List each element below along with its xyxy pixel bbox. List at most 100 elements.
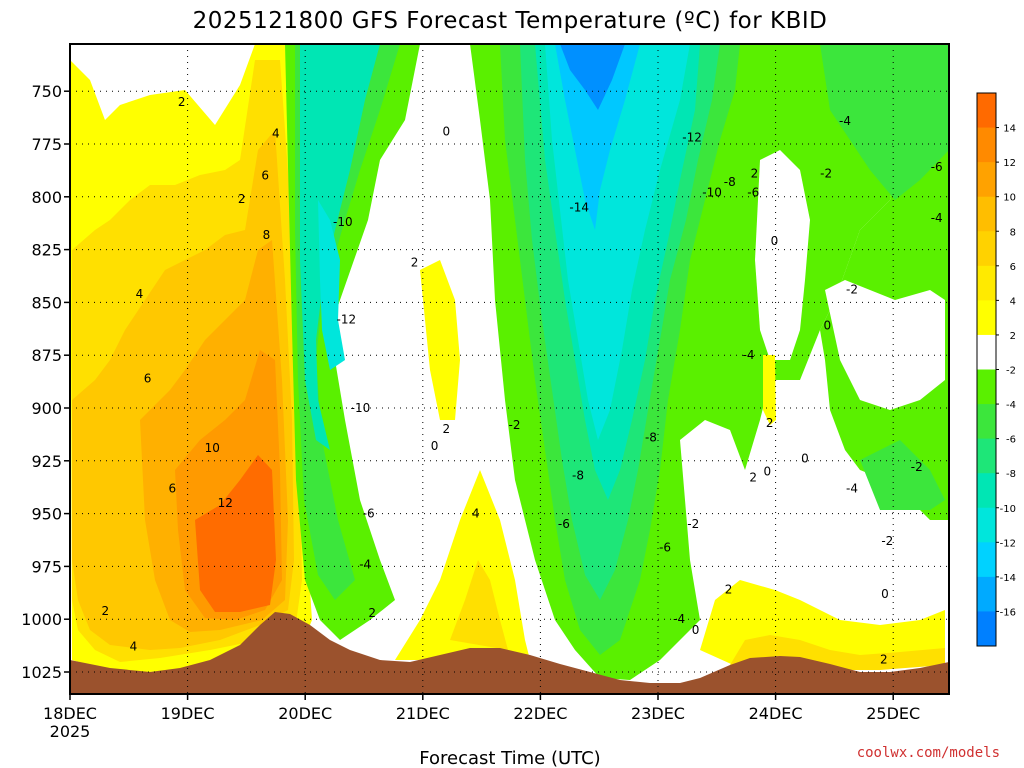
y-tick-label: 975: [31, 557, 62, 576]
cold-region-10: [300, 44, 380, 450]
contour-label: -12: [337, 312, 357, 326]
colorbar: 14 12 10 8 6 4 2 -2 -4 -6 -8 -10 -12 -14 -16: [976, 92, 1016, 647]
warm-region-12: [195, 455, 276, 612]
y-tick-label: 850: [31, 293, 62, 312]
colorbar-swatch: [977, 265, 996, 301]
y-tick-label: 1000: [21, 610, 62, 629]
contour-label: 2: [238, 192, 246, 206]
x-tick-label: 22DEC: [513, 704, 567, 723]
contour-label: -8: [645, 431, 657, 445]
x-tick-label: 18DEC: [43, 704, 97, 723]
y-axis: 750 775 800 825 850 875 900 925 950 975 1000 1025: [21, 82, 70, 682]
contour-label: 2: [766, 416, 774, 430]
y-tick-label: 925: [31, 452, 62, 471]
colorbar-label: -10: [1000, 504, 1016, 515]
contour-labels: 24628461061224-10-12-10-6-420220-24-14-1…: [101, 95, 942, 667]
colorbar-swatch: [977, 404, 996, 440]
colorbar-swatch: [977, 196, 996, 232]
contour-label: -4: [839, 114, 851, 128]
x-tick-label: 19DEC: [161, 704, 215, 723]
contour-label: 0: [764, 464, 772, 478]
x-tick-sublabel: 2025: [50, 722, 91, 741]
contour-label: -14: [569, 200, 589, 214]
contour-label: 8: [263, 228, 271, 242]
colorbar-swatch: [977, 473, 996, 509]
colorbar-swatch: [977, 576, 996, 612]
y-tick-label: 750: [31, 82, 62, 101]
colorbar-swatch: [977, 369, 996, 405]
y-tick-label: 825: [31, 241, 62, 260]
colorbar-label: -4: [1006, 400, 1016, 411]
contour-label: -12: [682, 131, 702, 145]
contour-label: -10: [351, 401, 371, 415]
contour-label: -2: [881, 534, 893, 548]
contour-label: 6: [168, 481, 176, 495]
cold-region-12: [318, 200, 345, 370]
contour-label: -6: [659, 540, 671, 554]
x-tick-label: 23DEC: [631, 704, 685, 723]
contour-label: -8: [724, 175, 736, 189]
x-tick-label: 25DEC: [866, 704, 920, 723]
contour-label: -2: [687, 517, 699, 531]
contour-label: 0: [881, 587, 889, 601]
contour-label: -10: [333, 215, 353, 229]
credit-link[interactable]: coolwx.com/models: [857, 745, 1000, 761]
contour-label: 0: [824, 319, 832, 333]
colorbar-label: 2: [1010, 331, 1016, 342]
y-tick-label: 900: [31, 399, 62, 418]
colorbar-swatch: [977, 162, 996, 198]
colorbar-label: -12: [1000, 538, 1016, 549]
colorbar-label: 8: [1010, 227, 1016, 238]
contour-label: -6: [747, 186, 759, 200]
terrain: [70, 612, 949, 694]
colorbar-swatch: [977, 611, 996, 647]
cold-region-east-4: [820, 44, 949, 200]
colorbar-label: 6: [1010, 262, 1016, 273]
contour-label: 0: [692, 623, 700, 637]
contour-label: -10: [702, 186, 722, 200]
warm-pocket-1: [420, 260, 460, 420]
contour-label: -4: [846, 481, 858, 495]
contour-label: 10: [205, 441, 220, 455]
x-tick-label: 21DEC: [396, 704, 450, 723]
contour-label: -4: [359, 557, 371, 571]
gridlines: [70, 44, 949, 694]
colorbar-swatch: [977, 231, 996, 267]
contour-label: 2: [880, 652, 888, 666]
x-axis-label: Forecast Time (UTC): [419, 748, 600, 768]
y-tick-label: 1025: [21, 663, 62, 682]
colorbar-label: 14: [1003, 124, 1016, 135]
contour-label: 2: [751, 167, 759, 181]
y-tick-label: 775: [31, 135, 62, 154]
x-tick-label: 20DEC: [278, 704, 332, 723]
contour-label: 2: [725, 583, 733, 597]
contour-label: 4: [272, 126, 280, 140]
contour-label: 2: [749, 471, 757, 485]
contour-label: -4: [743, 348, 755, 362]
contour-label: -2: [820, 167, 832, 181]
contour-label: -2: [846, 283, 858, 297]
contour-label: 4: [136, 287, 144, 301]
y-tick-label: 875: [31, 346, 62, 365]
colorbar-swatch: [977, 507, 996, 543]
contour-label: 4: [472, 507, 480, 521]
contour-label: 0: [771, 234, 779, 248]
cold-region-main-16: [560, 44, 625, 110]
colorbar-label: -6: [1006, 435, 1016, 446]
y-tick-label: 950: [31, 505, 62, 524]
contour-label: 2: [101, 604, 109, 618]
colorbar-label: -8: [1006, 469, 1016, 480]
chart-title: 2025121800 GFS Forecast Temperature (ºC)…: [193, 8, 828, 34]
warm-pocket-3: [450, 560, 508, 650]
colorbar-swatch: [977, 334, 996, 370]
contour-label: -4: [673, 612, 685, 626]
contour-label: 2: [411, 255, 419, 269]
colorbar-swatch: [977, 127, 996, 163]
contour-label: 0: [431, 439, 439, 453]
contour-label: 12: [218, 496, 233, 510]
colorbar-swatch: [977, 93, 996, 129]
colorbar-swatch: [977, 300, 996, 336]
contour-label: 0: [801, 452, 809, 466]
